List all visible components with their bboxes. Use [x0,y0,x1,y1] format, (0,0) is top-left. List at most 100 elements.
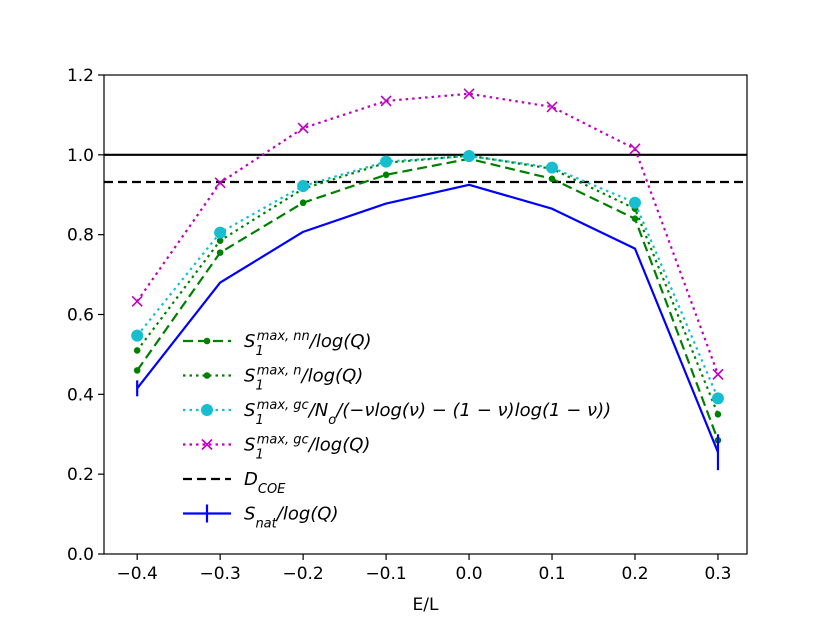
data-point-gc_entropy [628,196,641,209]
data-point-gc_log [214,177,226,189]
legend-label-part: 1 [255,344,263,359]
series-n [133,152,722,418]
data-point-gc_entropy [214,226,227,239]
data-point-nn [299,199,307,207]
legend-label-part: 1 [255,378,263,393]
axes-frame [103,74,748,555]
x-tick-label: 0.1 [539,564,566,584]
legend-label-part: S [244,504,255,525]
x-marker-stroke [712,368,724,380]
data-point-nn [216,249,224,256]
y-tick-label: 0.2 [67,465,94,485]
legend-label-part: nat [255,516,277,531]
legend-label-part: max, gc [257,398,309,413]
data-point-gc_entropy [711,392,724,405]
legend-label: S1max, gc/log(Q) [244,432,370,462]
data-point-nn [382,171,390,179]
legend-label-part: max, n [257,363,302,378]
legend-label-part: o [328,413,336,428]
data-point-gc_log [546,101,558,113]
data-point-nn [548,175,556,183]
legend-marker [201,438,213,451]
y-tick-label: 1.2 [67,66,94,86]
y-tick-label: 0.4 [67,385,94,405]
data-point-gc_log [712,368,724,380]
x-axis-label: E/L [413,595,439,615]
data-point-gc_log [380,95,392,107]
x-tick-label: −0.2 [282,564,323,584]
x-tick-label: −0.4 [117,564,158,584]
legend-label-part: S [244,366,255,387]
legend-item: S1max, gc/log(Q) [183,432,370,462]
data-point-gc_entropy [380,155,393,168]
legend-label-part: /(−νlog(ν) − (1 − ν)log(1 − ν)) [334,400,611,421]
data-point-gc_log [131,295,143,307]
x-marker-stroke [214,177,226,189]
legend-item: S1max, gc/No/(−νlog(ν) − (1 − ν)log(1 − … [183,398,611,428]
data-point-gc_log [463,88,475,100]
x-marker-stroke [629,143,641,155]
legend-item: Snat/log(Q) [183,504,338,532]
data-point-gc_entropy [463,150,476,163]
x-tick-label: 0.2 [621,564,648,584]
legend-marker [203,372,211,379]
data-point-nn [631,215,639,222]
x-marker-stroke [380,95,392,107]
legend-marker [203,337,211,345]
x-marker-stroke [463,88,475,100]
series-line-snat [136,183,719,453]
data-point-gc_entropy [131,329,144,342]
x-marker-stroke [546,101,558,113]
legend-label-part: /log(Q) [308,331,372,352]
legend-item: S1max, nn/log(Q) [183,329,372,359]
y-tick-label: 1.0 [67,146,94,166]
series-line-gc_entropy [136,154,719,399]
legend-item: S1max, n/log(Q) [183,363,363,393]
data-point-gc_log [629,143,641,155]
legend-label-part: max, gc [257,432,309,447]
x-tick-label: 0.3 [704,564,731,584]
data-point-gc_log [297,122,309,134]
legend-label-part: S [244,435,255,456]
legend-label-part: /log(Q) [275,504,339,525]
x-marker-stroke [131,295,143,307]
legend-label: S1max, nn/log(Q) [244,329,372,359]
data-point-n [133,347,141,354]
series-line-n [136,154,719,415]
x-tick-label: −0.3 [200,564,241,584]
legend-label-part: 1 [255,413,263,428]
legend-label-part: S [244,331,255,352]
x-tick-label: −0.1 [365,564,406,584]
y-tick-label: 0.6 [67,306,94,326]
legend-label-part: COE [258,482,286,497]
x-axis: −0.4 −0.3 −0.2 −0.1 0.0 0.1 0.2 0.3 [117,554,731,584]
data-point-n [216,237,224,244]
series-snat [136,183,720,471]
x-tick-label: 0.0 [456,564,483,584]
x-marker-stroke [297,122,309,134]
legend-label-part: D [244,469,258,490]
series-gc_entropy [131,150,724,405]
legend-label-part: /N [307,400,329,421]
series-line-nn [136,157,719,441]
legend-label-part: /log(Q) [307,435,371,456]
legend-label: S1max, gc/No/(−νlog(ν) − (1 − ν)log(1 − … [244,398,611,428]
series-gc_log [131,88,724,380]
legend-item: DCOE [183,469,286,497]
data-point-gc_entropy [297,179,310,192]
legend-marker [201,404,213,416]
legend-label: Snat/log(Q) [244,504,338,532]
y-tick-label: 0.8 [67,226,94,246]
legend-label-part: max, nn [257,329,310,344]
legend: S1max, nn/log(Q)S1max, n/log(Q)S1max, gc… [183,329,611,532]
legend-label-part: 1 [255,447,263,462]
y-axis: 0.0 0.2 0.4 0.6 0.8 1.0 1.2 [67,66,104,565]
data-point-nn [133,367,141,374]
data-point-n [714,410,722,418]
plot-content [104,88,747,471]
data-point-gc_entropy [546,161,559,174]
legend-label: DCOE [244,469,286,497]
y-tick-label: 0.0 [67,545,94,565]
legend-label: S1max, n/log(Q) [244,363,363,393]
